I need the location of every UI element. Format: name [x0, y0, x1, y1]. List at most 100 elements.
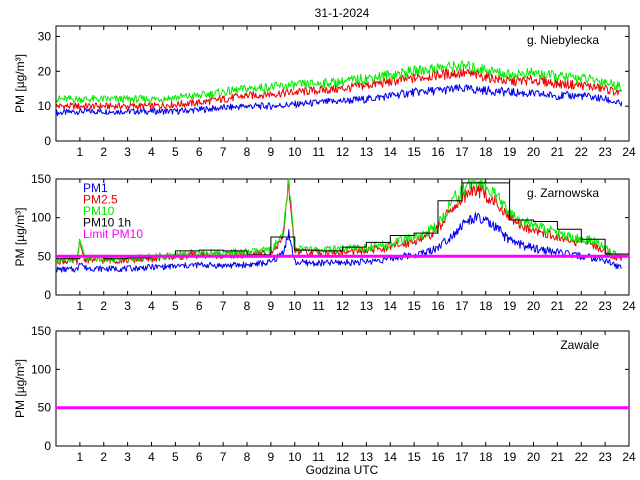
- x-tick-label: 6: [196, 450, 203, 464]
- figure-title: 31-1-2024: [315, 6, 370, 20]
- panel-1: 1 2 3 4 5 6 7 8 9 10 11 12 13 14 15 16 17 18 19 20 21 22 23 240…: [13, 172, 636, 313]
- x-tick-label: 16: [431, 450, 445, 464]
- x-tick-label: 4: [148, 450, 155, 464]
- y-tick-label: 50: [38, 249, 52, 263]
- x-tick-label: 9: [268, 450, 275, 464]
- x-tick-label: 2: [100, 299, 107, 313]
- x-tick-label: 20: [527, 299, 541, 313]
- x-tick-label: 19: [503, 450, 517, 464]
- station-label: g. Zarnowska: [527, 186, 599, 200]
- legend-entry: PM1: [83, 181, 108, 195]
- y-axis-label: PM [µg/m³]: [13, 359, 27, 418]
- x-tick-label: 17: [455, 299, 469, 313]
- x-tick-label: 15: [407, 450, 421, 464]
- x-tick-label: 18: [479, 450, 493, 464]
- y-tick-label: 30: [38, 29, 52, 43]
- x-tick-label: 3: [124, 299, 131, 313]
- panel-0: 1 2 3 4 5 6 7 8 9 10 11 12 13 14 15 16 17 18 19 20 21 22 23 240…: [13, 25, 636, 159]
- x-tick-label: 22: [575, 145, 589, 159]
- x-tick-label: 8: [244, 450, 251, 464]
- series-line-pm1: [56, 212, 622, 273]
- x-tick-label: 20: [527, 145, 541, 159]
- x-tick-label: 19: [503, 299, 517, 313]
- x-tick-label: 1: [77, 450, 84, 464]
- x-tick-label: 5: [172, 145, 179, 159]
- x-tick-label: 2: [100, 145, 107, 159]
- x-tick-label: 8: [244, 145, 251, 159]
- x-tick-label: 24: [622, 450, 636, 464]
- plot-area: [55, 330, 630, 447]
- x-tick-label: 14: [384, 450, 398, 464]
- x-tick-label: 16: [431, 145, 445, 159]
- legend-entry: PM10 1h: [83, 216, 131, 230]
- x-tick-label: 21: [551, 450, 565, 464]
- x-tick-label: 18: [479, 145, 493, 159]
- y-tick-label: 10: [38, 99, 52, 113]
- x-tick-label: 14: [384, 145, 398, 159]
- y-tick-label: 100: [31, 211, 51, 225]
- x-tick-label: 1: [77, 299, 84, 313]
- series-line-pm10: [56, 60, 623, 104]
- x-tick-label: 23: [598, 299, 612, 313]
- x-tick-label: 5: [172, 450, 179, 464]
- x-tick-label: 18: [479, 299, 493, 313]
- x-tick-label: 4: [148, 145, 155, 159]
- y-tick-label: 0: [44, 439, 51, 453]
- x-tick-label: 14: [384, 299, 398, 313]
- y-tick-label: 0: [44, 134, 51, 148]
- x-tick-label: 17: [455, 145, 469, 159]
- x-tick-label: 10: [288, 299, 302, 313]
- series-group: [56, 60, 623, 117]
- x-tick-label: 12: [336, 299, 350, 313]
- x-tick-label: 9: [268, 145, 275, 159]
- x-tick-label: 1: [77, 145, 84, 159]
- x-tick-label: 11: [312, 145, 325, 159]
- x-tick-label: 12: [336, 145, 350, 159]
- y-tick-label: 150: [31, 172, 51, 186]
- x-tick-label: 15: [407, 145, 421, 159]
- x-tick-label: 16: [431, 299, 445, 313]
- x-tick-label: 13: [360, 450, 374, 464]
- x-tick-label: 17: [455, 450, 469, 464]
- x-tick-label: 6: [196, 145, 203, 159]
- panel-2: 1 2 3 4 5 6 7 8 9 10 11 12 13 14 15 16 17 18 19 20 21 22 23 240…: [13, 324, 636, 464]
- y-axis-label: PM [µg/m³]: [13, 208, 27, 267]
- x-tick-label: 4: [148, 299, 155, 313]
- y-tick-label: 20: [38, 64, 52, 78]
- x-tick-label: 11: [312, 450, 325, 464]
- x-tick-label: 3: [124, 450, 131, 464]
- x-tick-label: 21: [551, 145, 565, 159]
- y-tick-label: 0: [44, 288, 51, 302]
- y-tick-label: 50: [38, 401, 52, 415]
- legend-entry: PM10: [83, 204, 115, 218]
- x-tick-label: 11: [312, 299, 325, 313]
- legend-entry: PM2.5: [83, 193, 118, 207]
- y-tick-label: 100: [31, 362, 51, 376]
- x-tick-label: 24: [622, 299, 636, 313]
- x-tick-label: 15: [407, 299, 421, 313]
- x-tick-label: 7: [220, 145, 227, 159]
- x-tick-label: 22: [575, 450, 589, 464]
- x-tick-label: 19: [503, 145, 517, 159]
- x-tick-label: 6: [196, 299, 203, 313]
- x-tick-label: 24: [622, 145, 636, 159]
- x-tick-label: 7: [220, 450, 227, 464]
- y-axis-label: PM [µg/m³]: [13, 54, 27, 113]
- x-tick-label: 2: [100, 450, 107, 464]
- x-tick-label: 8: [244, 299, 251, 313]
- series-group: [56, 179, 629, 273]
- x-tick-label: 12: [336, 450, 350, 464]
- legend-entry: Limit PM10: [83, 227, 143, 241]
- x-tick-label: 10: [288, 145, 302, 159]
- x-tick-label: 13: [360, 145, 374, 159]
- x-axis-label: Godzina UTC: [306, 463, 379, 477]
- plot-area: [55, 178, 630, 296]
- x-tick-label: 23: [598, 145, 612, 159]
- y-tick-label: 150: [31, 324, 51, 338]
- station-label: Zawale: [560, 338, 599, 352]
- x-tick-label: 7: [220, 299, 227, 313]
- x-tick-label: 23: [598, 450, 612, 464]
- x-tick-label: 20: [527, 450, 541, 464]
- x-tick-label: 5: [172, 299, 179, 313]
- x-tick-label: 21: [551, 299, 565, 313]
